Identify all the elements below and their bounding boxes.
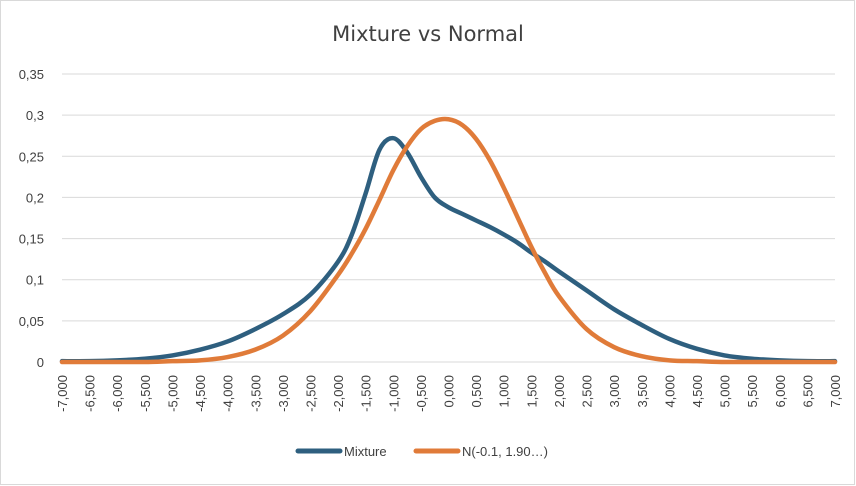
legend-label-normal: N(-0.1, 1.90…)	[462, 444, 548, 459]
x-tick-label: 3,500	[635, 375, 650, 408]
legend-label-mixture: Mixture	[344, 444, 387, 459]
x-tick-label: -5,500	[138, 375, 153, 412]
series-line-mixture	[59, 135, 838, 364]
x-tick-label: -3,000	[276, 375, 291, 412]
x-tick-label: -6,500	[83, 375, 98, 412]
x-tick-label: 2,000	[552, 375, 567, 408]
x-tick-label: 6,500	[800, 375, 815, 408]
x-tick-label: 0,500	[469, 375, 484, 408]
chart-title: Mixture vs Normal	[332, 22, 524, 46]
x-tick-label: 2,500	[580, 375, 595, 408]
y-tick-label: 0,3	[26, 108, 44, 123]
x-tick-label: 1,000	[497, 375, 512, 408]
y-tick-label: 0,2	[26, 190, 44, 205]
x-tick-label: 4,500	[690, 375, 705, 408]
y-tick-label: 0,25	[19, 149, 44, 164]
x-tick-label: -1,500	[359, 375, 374, 412]
x-tick-label: 1,500	[524, 375, 539, 408]
y-axis-tick-labels: 0 0,05 0,1 0,15 0,2 0,25 0,3 0,35	[19, 67, 44, 370]
y-tick-label: 0,05	[19, 314, 44, 329]
x-tick-label: -3,500	[248, 375, 263, 412]
x-tick-label: -2,500	[303, 375, 318, 412]
x-tick-label: -5,000	[165, 375, 180, 412]
y-tick-label: 0,35	[19, 67, 44, 82]
x-tick-label: 5,000	[718, 375, 733, 408]
x-tick-label: 4,000	[662, 375, 677, 408]
x-tick-label: -6,000	[110, 375, 125, 412]
x-tick-label: -0,500	[414, 375, 429, 412]
series-line-normal	[59, 116, 838, 365]
x-tick-label: 5,500	[745, 375, 760, 408]
x-tick-label: -4,500	[193, 375, 208, 412]
y-tick-label: 0	[37, 355, 44, 370]
x-tick-label: 6,000	[773, 375, 788, 408]
y-tick-label: 0,1	[26, 273, 44, 288]
x-tick-label: -2,000	[331, 375, 346, 412]
series-lines	[59, 116, 838, 365]
y-tick-label: 0,15	[19, 232, 44, 247]
legend: Mixture N(-0.1, 1.90…)	[295, 444, 548, 459]
x-axis-tick-labels: -7,000 -6,500 -6,000 -5,500 -5,000 -4,500 -4,0…	[55, 375, 843, 412]
x-tick-label: 7,000	[828, 375, 843, 408]
x-tick-label: 3,000	[607, 375, 622, 408]
x-tick-label: -1,000	[386, 375, 401, 412]
x-tick-label: -7,000	[55, 375, 70, 412]
x-tick-label: 0,000	[442, 375, 457, 408]
x-tick-label: -4,000	[221, 375, 236, 412]
